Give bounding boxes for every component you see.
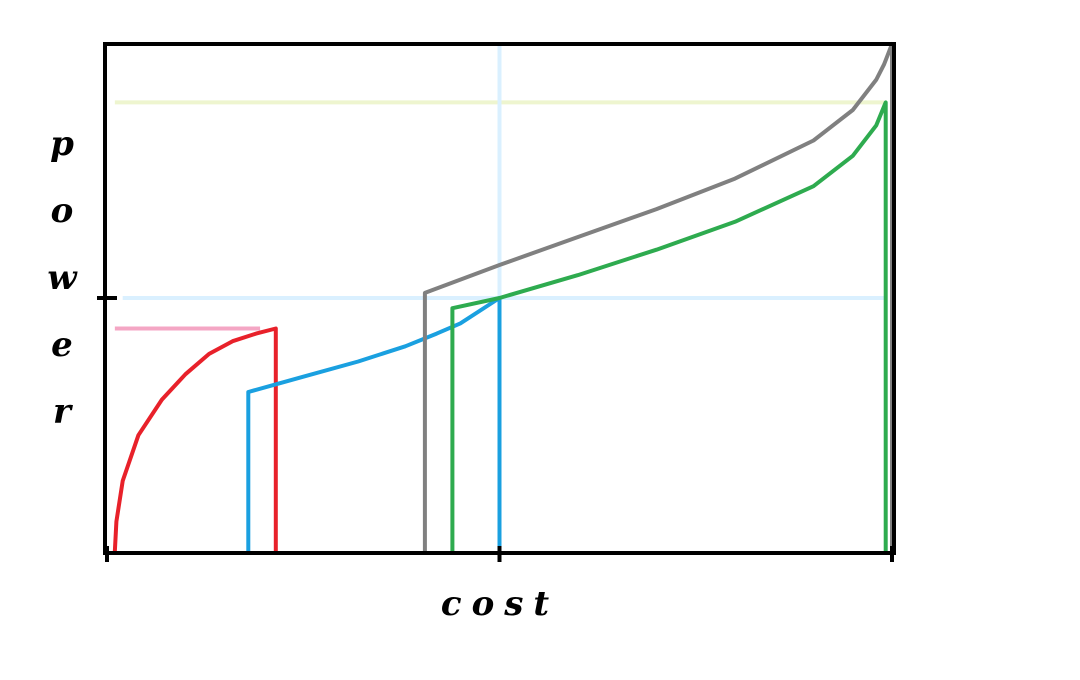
series-line-4 [450,100,888,552]
series-line-2 [246,296,502,552]
series-line-3 [422,42,894,552]
reference-lines [114,44,885,331]
series-line-1 [112,326,278,553]
x-axis-label: cost [441,584,559,624]
series-lines [112,42,894,553]
axis-ticks [97,296,894,562]
